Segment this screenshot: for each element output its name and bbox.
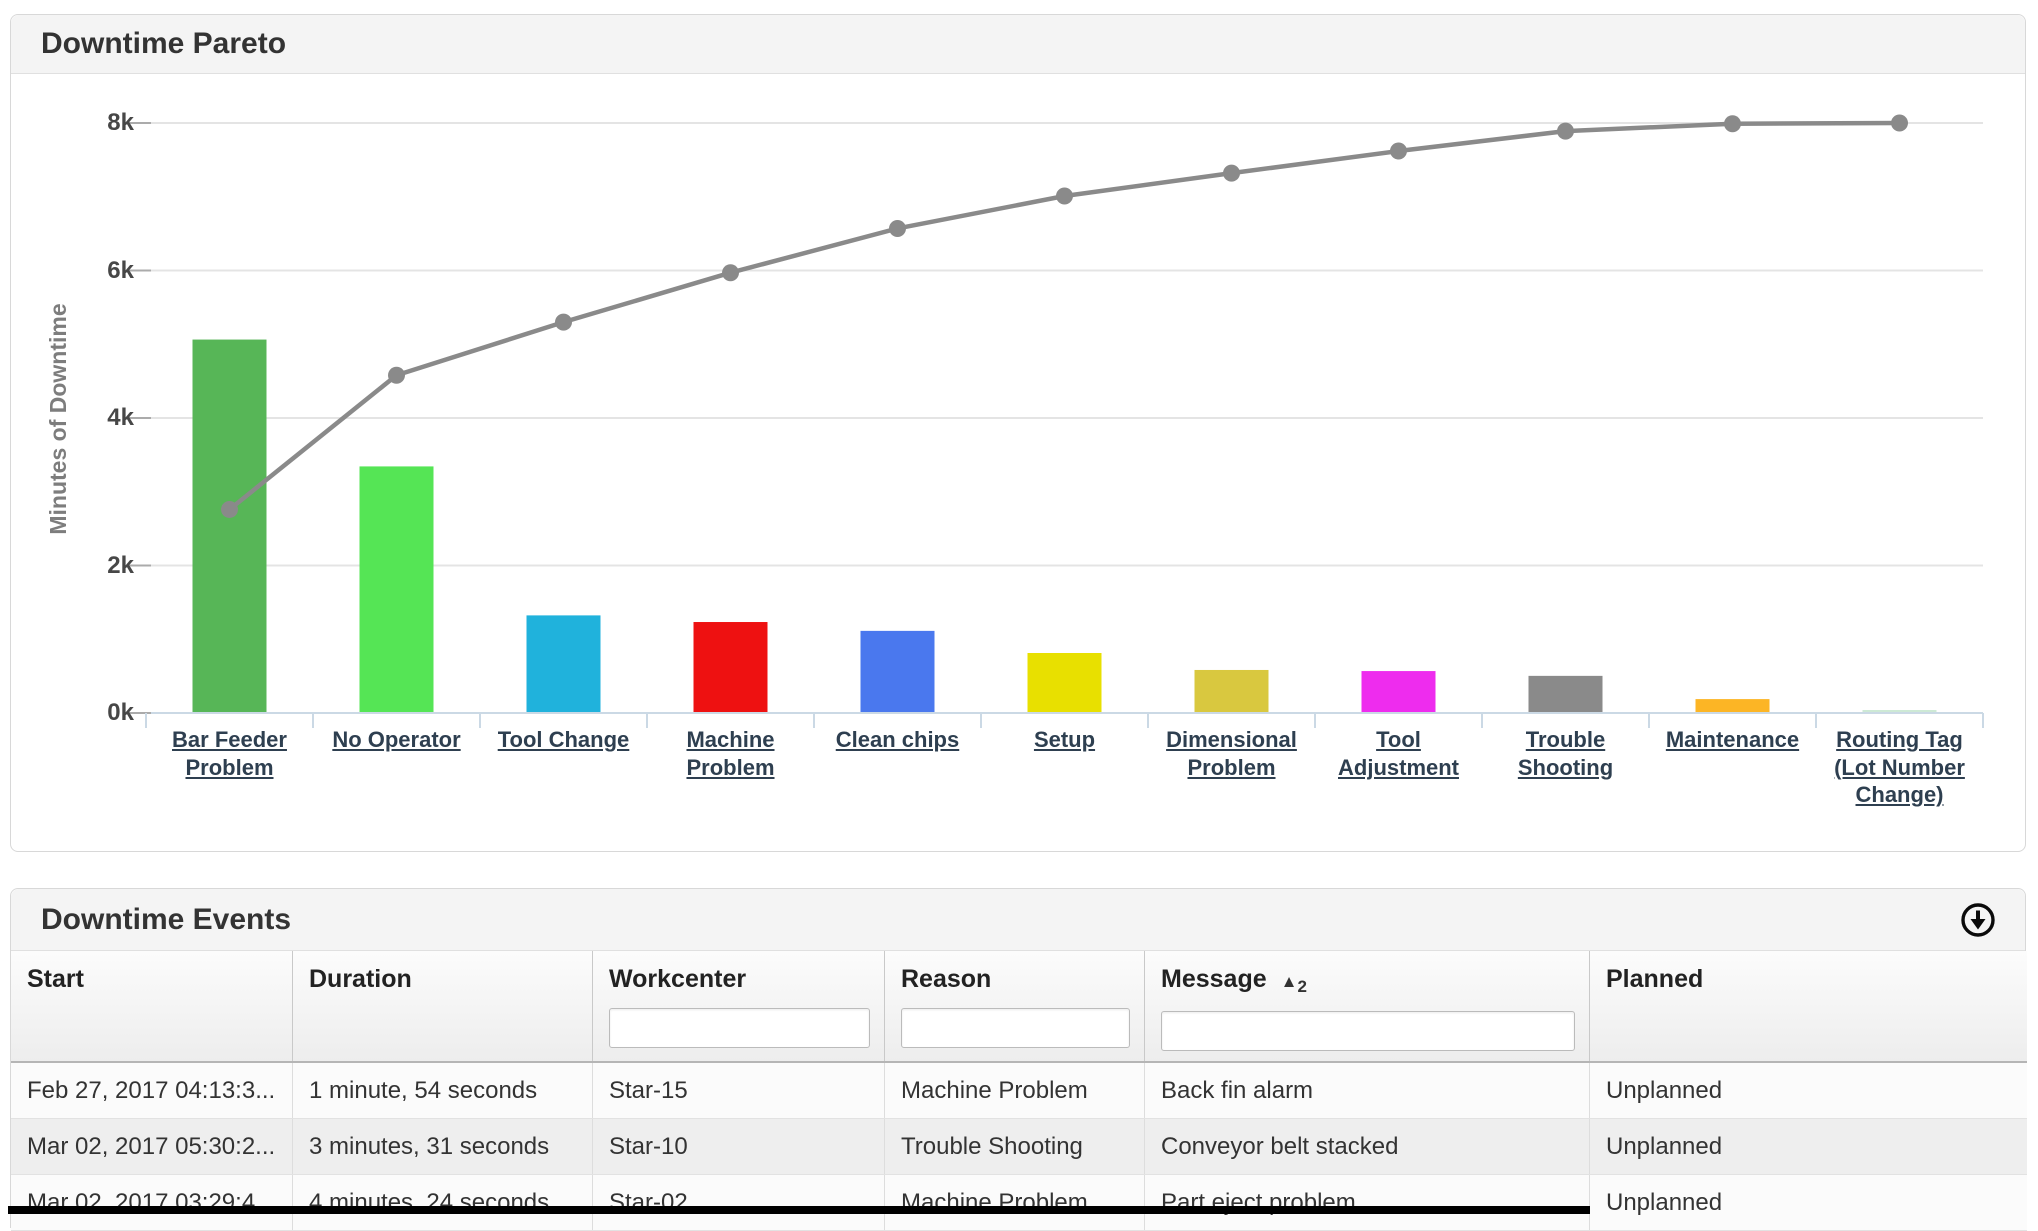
cell-reason: Machine Problem — [885, 1063, 1145, 1118]
bar-no-operator[interactable] — [359, 466, 434, 712]
cell-planned: Unplanned — [1606, 1133, 1723, 1160]
pareto-panel-header: Downtime Pareto — [11, 15, 2025, 74]
column-header-start[interactable]: Start — [11, 951, 293, 1061]
bar-maintenance[interactable] — [1695, 699, 1770, 712]
cumulative-point-machine-problem — [722, 264, 739, 282]
column-header-message[interactable]: Message ▲2 — [1145, 951, 1590, 1061]
cumulative-point-tool-adjustment — [1390, 142, 1407, 160]
category-label-dimensional-problem[interactable]: Dimensional Problem — [1166, 727, 1297, 780]
column-header-label: Start — [27, 965, 84, 993]
category-label-tool-change[interactable]: Tool Change — [497, 727, 630, 752]
cell-workcenter: Star-02 — [593, 1175, 885, 1230]
bottom-dark-divider — [8, 1206, 1590, 1214]
bar-clean-chips[interactable] — [860, 630, 935, 712]
bar-dimensional-problem[interactable] — [1194, 669, 1269, 712]
category-label-bar-feeder-problem[interactable]: Bar Feeder Problem — [172, 727, 287, 780]
events-panel-header: Downtime Events — [11, 889, 2025, 951]
cumulative-point-maintenance — [1724, 115, 1741, 133]
y-axis-label-4k: 4k — [107, 404, 134, 431]
cell-reason: Machine Problem — [885, 1175, 1145, 1230]
table-row-2[interactable]: Mar 02, 2017 05:30:2... 3 minutes, 31 sec… — [11, 1119, 2027, 1175]
cell-message: Conveyor belt stacked — [1145, 1119, 1590, 1174]
y-axis-label-0k: 0k — [107, 699, 134, 726]
filter-input-message[interactable] — [1161, 1011, 1575, 1051]
category-label-machine-problem[interactable]: Machine Problem — [686, 727, 775, 780]
cell-start: Mar 02, 2017 03:29:4... — [11, 1175, 293, 1230]
page-title-events: Downtime Events — [41, 902, 292, 936]
column-header-label: Duration — [309, 965, 412, 993]
cumulative-point-bar-feeder-problem — [221, 500, 238, 518]
cumulative-point-clean-chips — [889, 219, 906, 237]
page-title-pareto: Downtime Pareto — [41, 27, 287, 60]
bar-machine-problem[interactable] — [693, 622, 768, 712]
column-header-planned[interactable]: Planned — [1590, 951, 2027, 1061]
downtime-pareto-panel: Downtime Pareto Minutes of Downtime 0k 2k… — [10, 14, 2026, 852]
category-label-trouble-shooting[interactable]: Trouble Shooting — [1517, 727, 1614, 780]
category-label-setup[interactable]: Setup — [1033, 727, 1096, 752]
column-header-label: Planned — [1606, 965, 1704, 993]
cell-message: Back fin alarm — [1145, 1063, 1590, 1118]
cell-start: Mar 02, 2017 05:30:2... — [11, 1119, 293, 1174]
category-label-maintenance[interactable]: Maintenance — [1665, 727, 1800, 752]
cumulative-line — [228, 120, 1900, 512]
cell-workcenter: Star-10 — [593, 1119, 885, 1174]
category-label-clean-chips[interactable]: Clean chips — [835, 727, 960, 752]
y-axis-label-6k: 6k — [107, 256, 134, 284]
y-axis-label-2k: 2k — [107, 551, 134, 579]
bar-bar-feeder-problem[interactable] — [192, 339, 267, 712]
column-header-workcenter[interactable]: Workcenter — [593, 951, 885, 1061]
column-header-label: Message ▲2 — [1161, 965, 1307, 996]
bar-trouble-shooting[interactable] — [1528, 675, 1603, 712]
category-label-routing-tag-lot-number-change[interactable]: Routing Tag (Lot Number Change) — [1834, 727, 1965, 807]
filter-input-workcenter[interactable] — [609, 1008, 870, 1048]
y-axis-title: Minutes of Downtime — [45, 303, 71, 535]
pareto-chart: Minutes of Downtime 0k 2k 4k 6k 8k Bar Feeder… — [11, 74, 2027, 852]
category-label-tool-adjustment[interactable]: Tool Adjustment — [1338, 727, 1459, 780]
export-download-icon[interactable] — [1959, 901, 1997, 939]
cell-workcenter: Star-15 — [593, 1063, 885, 1118]
bar-tool-change[interactable] — [526, 615, 601, 712]
cell-duration: 4 minutes, 24 seconds — [293, 1175, 593, 1230]
cell-start: Feb 27, 2017 04:13:3... — [11, 1063, 293, 1118]
cell-message: Part eject problem — [1145, 1175, 1590, 1230]
cumulative-point-tool-change — [555, 313, 572, 331]
pareto-chart-svg — [129, 114, 1984, 728]
table-row-1[interactable]: Feb 27, 2017 04:13:3... 1 minute, 54 seco… — [11, 1063, 2027, 1119]
events-table-header: Start Duration Workcenter Reason Message ▲2 Pl… — [11, 951, 2027, 1063]
cumulative-point-no-operator — [388, 366, 405, 384]
column-header-reason[interactable]: Reason — [885, 951, 1145, 1061]
y-axis-label-8k: 8k — [107, 109, 134, 136]
cell-duration: 1 minute, 54 seconds — [293, 1063, 593, 1118]
cell-reason: Trouble Shooting — [885, 1119, 1145, 1174]
sort-asc-icon: ▲2 — [1280, 972, 1307, 996]
column-header-duration[interactable]: Duration — [293, 951, 593, 1061]
bar-routing-tag-lot-number-change[interactable] — [1862, 710, 1937, 712]
cumulative-point-setup — [1056, 187, 1073, 205]
cell-duration: 3 minutes, 31 seconds — [293, 1119, 593, 1174]
filter-input-reason[interactable] — [901, 1008, 1130, 1048]
table-row-3[interactable]: Mar 02, 2017 03:29:4... 4 minutes, 24 sec… — [11, 1175, 2027, 1231]
downtime-events-panel: Downtime Events Start Duration Workcenter R… — [10, 888, 2027, 1231]
column-header-label: Workcenter — [609, 965, 747, 993]
cumulative-point-routing-tag-lot-number-change — [1891, 114, 1908, 132]
cell-planned: Unplanned — [1606, 1189, 1723, 1216]
bar-setup[interactable] — [1027, 653, 1102, 712]
category-label-no-operator[interactable]: No Operator — [332, 727, 461, 752]
column-header-label: Reason — [901, 965, 992, 993]
cumulative-point-dimensional-problem — [1223, 164, 1240, 182]
cell-planned: Unplanned — [1606, 1077, 1723, 1104]
bar-tool-adjustment[interactable] — [1361, 671, 1436, 712]
cumulative-point-trouble-shooting — [1557, 122, 1574, 140]
